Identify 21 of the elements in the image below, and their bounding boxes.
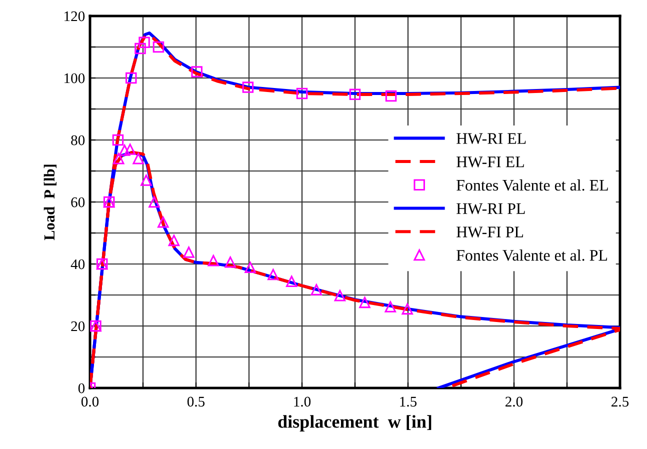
x-tick-label: 2.0 — [506, 396, 523, 407]
y-tick-label: 20 — [71, 321, 85, 332]
legend-label: HW-FI EL — [456, 156, 524, 168]
x-axis-title: displacement w [in] — [278, 415, 432, 432]
x-tick-label: 1.5 — [400, 396, 417, 407]
x-tick-label: 2.5 — [612, 396, 629, 407]
legend-label: HW-FI PL — [456, 226, 524, 238]
x-tick-label: 1.0 — [294, 396, 311, 407]
legend-label: HW-RI EL — [456, 133, 526, 144]
y-tick-label: 80 — [71, 135, 85, 146]
x-tick-label: 0.5 — [187, 396, 205, 407]
y-tick-label: 60 — [71, 197, 85, 208]
legend-label: Fontes Valente et al. EL — [456, 179, 608, 191]
y-tick-label: 100 — [64, 73, 85, 84]
y-tick-label: 0 — [78, 383, 85, 394]
y-tick-label: 120 — [64, 11, 85, 22]
legend-label: HW-RI PL — [456, 203, 525, 214]
y-tick-label: 40 — [70, 259, 85, 270]
x-tick-label: 0.0 — [81, 396, 99, 407]
legend-label: Fontes Valente et al. PL — [456, 250, 607, 261]
y-axis-title: Load P [lb] — [44, 164, 56, 240]
